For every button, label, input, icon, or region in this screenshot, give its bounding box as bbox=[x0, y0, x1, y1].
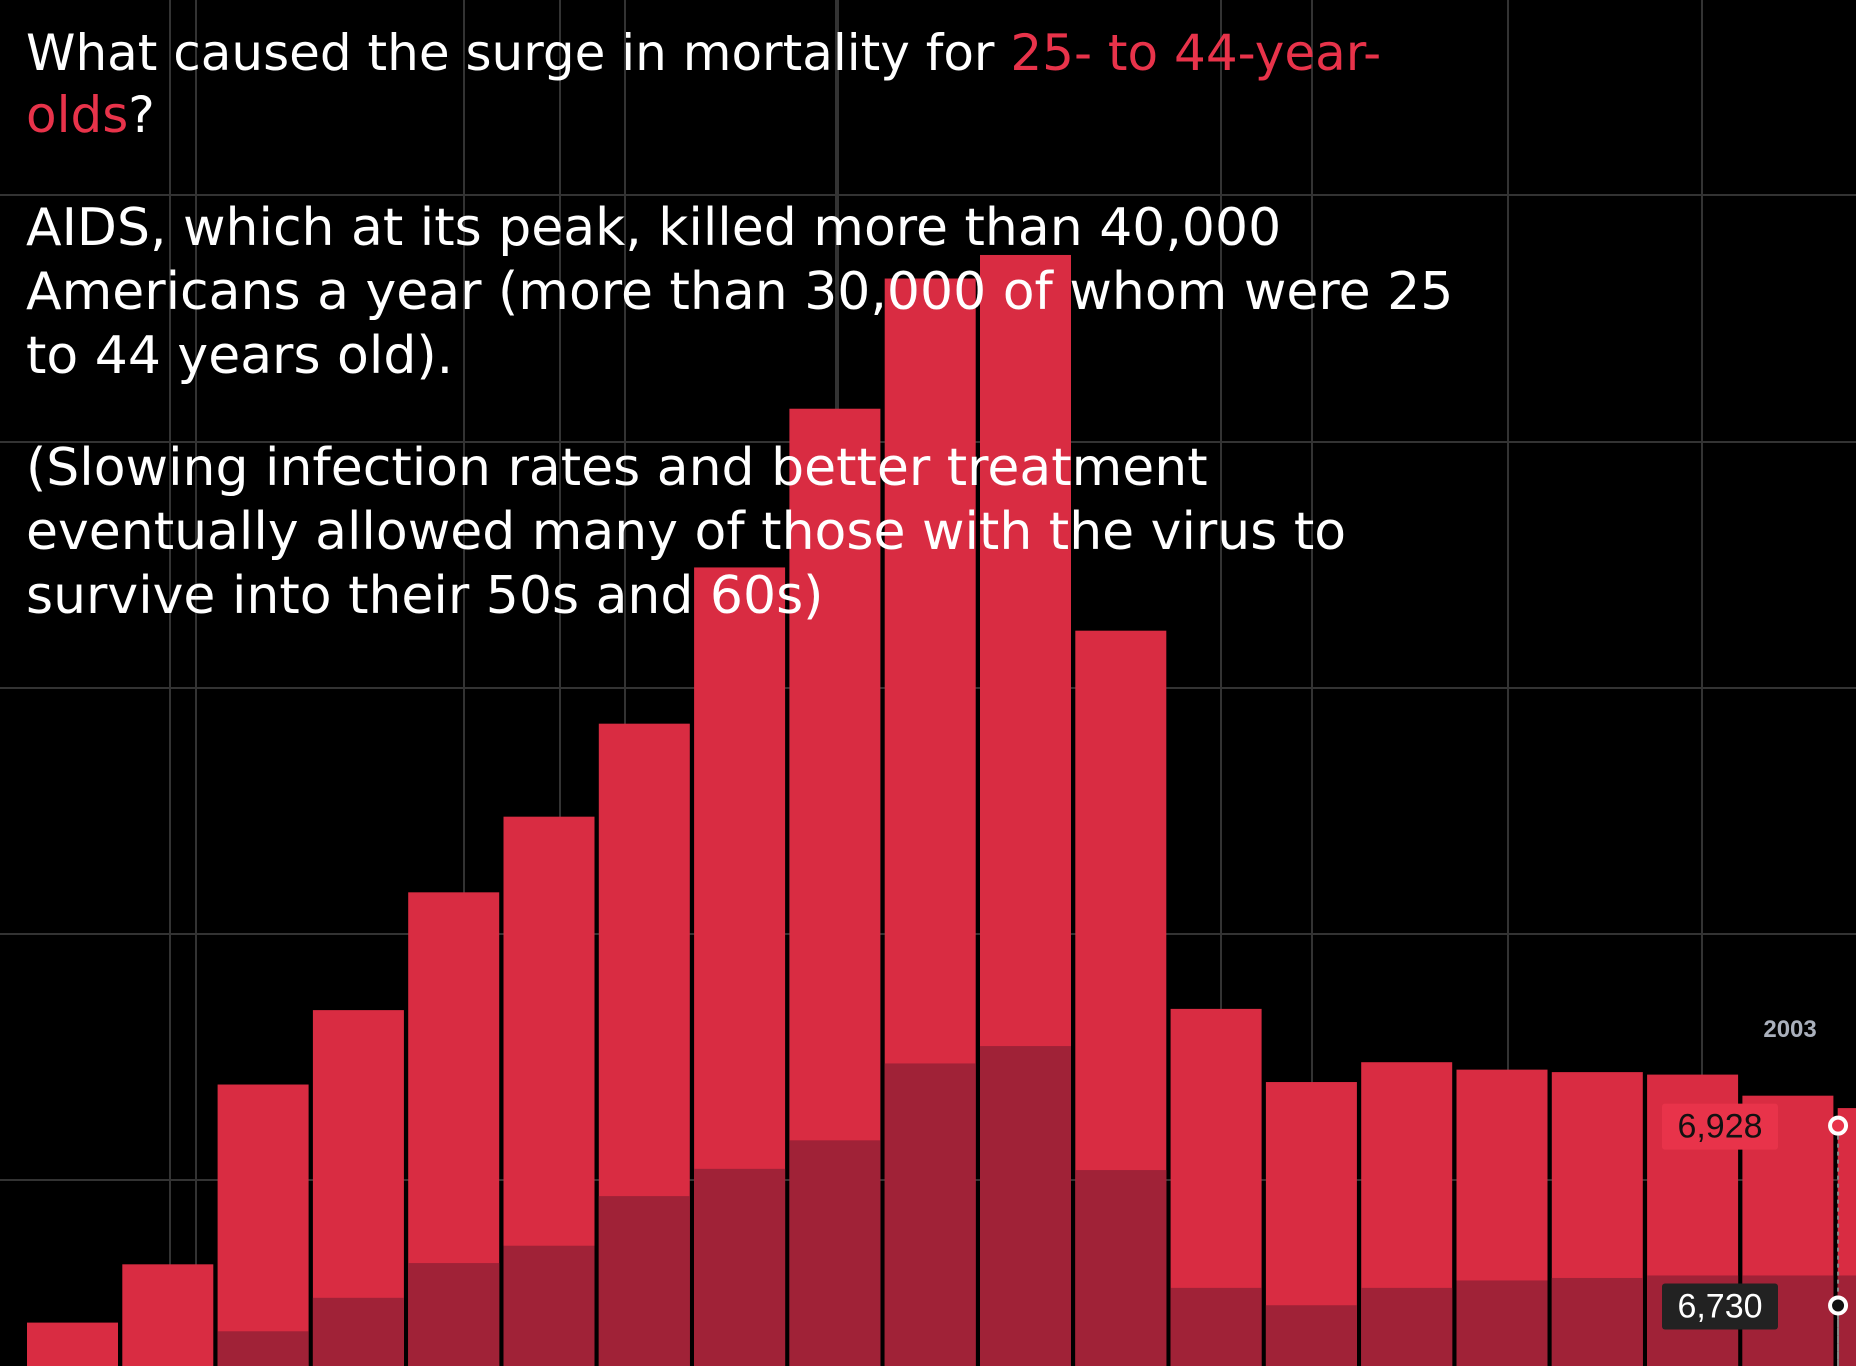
story-question: What caused the surge in mortality for 2… bbox=[26, 22, 1486, 146]
bar-subset-16 bbox=[1551, 1277, 1643, 1366]
year-label-2003: 2003 bbox=[1763, 1016, 1816, 1043]
story-note: (Slowing infection rates and better trea… bbox=[26, 438, 1347, 626]
bar-subset-8 bbox=[789, 1140, 881, 1366]
bar-total-2 bbox=[217, 1084, 309, 1366]
bar-subset-7 bbox=[694, 1168, 786, 1366]
bar-subset-3 bbox=[312, 1297, 404, 1366]
annotation-dot-1 bbox=[1828, 1295, 1849, 1316]
question-highlight: 25- to 44-year-olds bbox=[26, 24, 1382, 144]
annotation-dot-0 bbox=[1828, 1115, 1849, 1136]
annotation-value-0: 6,928 bbox=[1677, 1108, 1762, 1146]
bar-total-0 bbox=[27, 1322, 118, 1366]
question-prefix: What caused the surge in mortality for bbox=[26, 24, 1011, 82]
bar-subset-11 bbox=[1075, 1170, 1167, 1366]
annotation-box-0 bbox=[1662, 1103, 1778, 1150]
annotation-box-1 bbox=[1662, 1283, 1778, 1330]
bar-subset-9 bbox=[884, 1063, 976, 1366]
bar-subset-4 bbox=[408, 1263, 500, 1366]
bar-subset-12 bbox=[1170, 1287, 1262, 1366]
bar-subset-10 bbox=[980, 1046, 1071, 1366]
question-suffix: ? bbox=[128, 86, 155, 144]
bar-total-1 bbox=[122, 1264, 214, 1366]
bar-subset-5 bbox=[503, 1245, 595, 1366]
bar-subset-19 bbox=[1837, 1275, 1856, 1366]
story-answer: AIDS, which at its peak, killed more tha… bbox=[26, 198, 1454, 386]
chart-annotations: 2003 6,928 6,730 bbox=[1662, 1016, 1849, 1366]
bar-subset-2 bbox=[217, 1331, 309, 1366]
bar-subset-6 bbox=[598, 1196, 690, 1366]
bar-subset-13 bbox=[1265, 1305, 1357, 1366]
annotation-value-1: 6,730 bbox=[1677, 1287, 1762, 1325]
bar-subset-14 bbox=[1361, 1287, 1453, 1366]
bar-subset-15 bbox=[1456, 1280, 1548, 1366]
